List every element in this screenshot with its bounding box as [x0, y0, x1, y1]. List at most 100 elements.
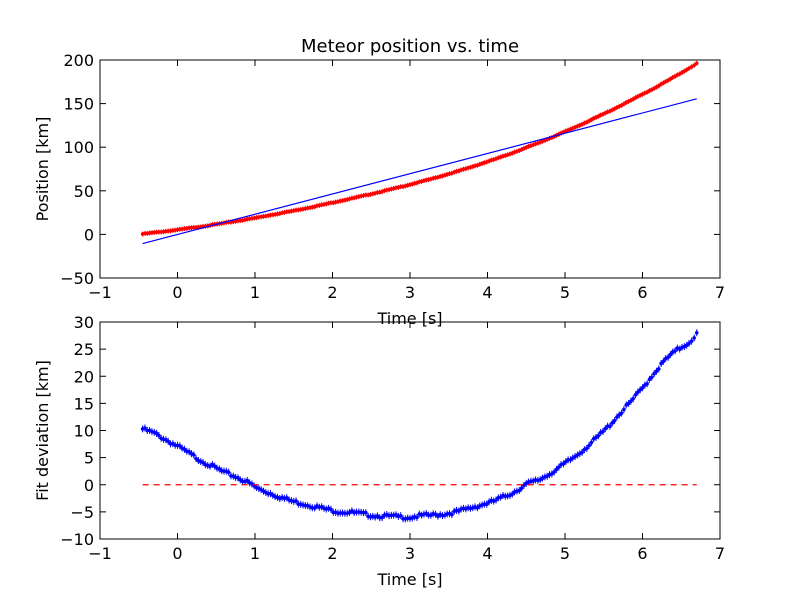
data-point: [638, 387, 642, 392]
x-axis-label: Time [s]: [376, 570, 442, 589]
y-tick-label: −50: [60, 269, 94, 288]
x-tick-label: 7: [715, 544, 725, 563]
y-tick-label: 50: [74, 182, 94, 201]
x-tick-label: 0: [172, 544, 182, 563]
data-point: [692, 63, 696, 68]
x-tick-label: 0: [172, 283, 182, 302]
data-point: [552, 470, 556, 474]
data-point: [201, 460, 205, 465]
data-point: [622, 407, 626, 412]
y-tick-label: 5: [84, 449, 94, 468]
data-point: [380, 515, 384, 520]
data-point: [517, 488, 522, 493]
data-point: [554, 467, 559, 472]
data-point: [689, 65, 694, 69]
x-tick-label: 6: [637, 283, 647, 302]
data-point: [589, 440, 594, 445]
y-tick-label: 150: [63, 95, 94, 114]
data-point: [633, 392, 638, 397]
data-point: [626, 401, 631, 406]
data-point: [587, 443, 591, 448]
data-point: [692, 336, 696, 340]
x-tick-label: 5: [560, 544, 570, 563]
data-point: [329, 507, 333, 512]
data-point: [284, 495, 289, 500]
deviation-data-series: [140, 329, 699, 523]
x-tick-label: 7: [715, 283, 725, 302]
data-point: [687, 341, 691, 346]
data-point: [668, 352, 673, 357]
data-point: [494, 498, 498, 502]
data-point: [631, 396, 635, 401]
data-point: [312, 506, 317, 510]
data-point: [178, 444, 182, 448]
data-point: [608, 424, 612, 429]
x-tick-label: 4: [482, 283, 492, 302]
data-point: [143, 426, 147, 430]
data-point: [610, 421, 615, 425]
data-point: [596, 433, 601, 438]
data-point: [636, 390, 640, 394]
data-point: [601, 429, 605, 434]
y-tick-label: 20: [74, 367, 94, 386]
x-tick-label: 5: [560, 283, 570, 302]
x-tick-label: 2: [327, 544, 337, 563]
x-tick-label: −1: [88, 283, 112, 302]
data-point: [615, 415, 619, 419]
data-point: [612, 418, 617, 423]
y-tick-label: −5: [70, 503, 94, 522]
y-axis-label: Position [km]: [33, 117, 52, 222]
x-tick-label: 3: [405, 283, 415, 302]
data-point: [398, 513, 403, 518]
data-point: [661, 359, 666, 364]
data-point: [522, 483, 526, 488]
data-point: [191, 453, 196, 457]
chart-title: Meteor position vs. time: [301, 36, 519, 57]
data-point: [364, 510, 368, 515]
data-point: [450, 512, 454, 517]
data-point: [619, 411, 624, 415]
y-tick-label: −10: [60, 530, 94, 549]
x-axis-label: Time [s]: [376, 309, 442, 328]
x-tick-label: 6: [637, 544, 647, 563]
data-point: [557, 465, 561, 469]
plot-frame: [99, 321, 721, 540]
y-tick-label: 15: [74, 394, 94, 413]
data-point: [652, 371, 656, 376]
data-point: [629, 399, 633, 404]
x-tick-label: 1: [250, 283, 260, 302]
y-tick-label: 10: [74, 422, 94, 441]
data-point: [157, 433, 161, 438]
data-point: [654, 369, 659, 374]
position-chart: −1 0 1 2 3 4 5 6 7 −50 0 50 100 150 200 Meteor position…: [33, 36, 725, 328]
data-point: [647, 377, 652, 382]
data-point: [166, 439, 170, 444]
data-point: [519, 486, 524, 490]
data-point: [673, 349, 677, 353]
plot-frame: [99, 59, 721, 279]
y-tick-label: 25: [74, 340, 94, 359]
data-point: [603, 426, 608, 431]
data-point: [694, 61, 699, 66]
position-data-series: [140, 60, 699, 237]
y-tick-label: 0: [84, 476, 94, 495]
x-tick-label: 4: [482, 544, 492, 563]
data-point: [182, 447, 187, 452]
data-point: [154, 431, 159, 436]
data-point: [640, 385, 645, 390]
x-tick-label: −1: [88, 544, 112, 563]
y-tick-label: 30: [74, 313, 94, 332]
data-point: [645, 381, 649, 386]
data-point: [580, 450, 584, 455]
data-point: [226, 470, 231, 475]
data-point: [650, 375, 654, 380]
data-point: [510, 492, 515, 496]
data-point: [212, 464, 217, 468]
data-point: [294, 499, 298, 503]
data-point: [415, 515, 419, 520]
y-tick-label: 200: [63, 51, 94, 70]
data-point: [694, 330, 699, 335]
y-tick-label: 0: [84, 225, 94, 244]
data-point: [245, 478, 250, 483]
